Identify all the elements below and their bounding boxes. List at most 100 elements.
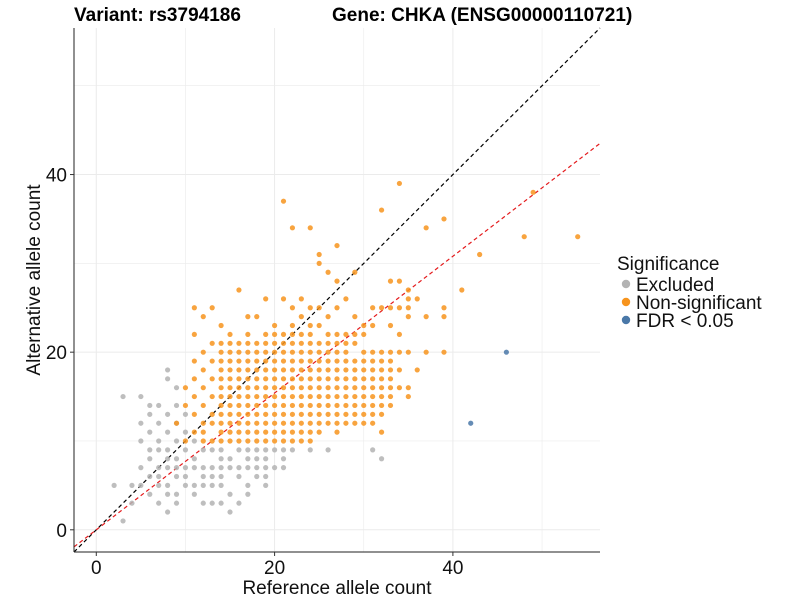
- point-non-significant: [334, 385, 340, 391]
- point-excluded: [209, 500, 215, 506]
- point-non-significant: [396, 385, 403, 391]
- point-non-significant: [343, 411, 349, 417]
- point-non-significant: [263, 358, 269, 364]
- point-non-significant: [263, 402, 269, 409]
- point-non-significant: [343, 393, 349, 400]
- point-non-significant: [405, 287, 411, 293]
- point-excluded: [156, 500, 162, 506]
- point-non-significant: [289, 429, 296, 435]
- point-non-significant: [387, 278, 394, 284]
- reference-line-identity: [73, 27, 601, 553]
- point-excluded: [165, 376, 171, 382]
- point-non-significant: [387, 322, 394, 329]
- point-non-significant: [405, 314, 411, 320]
- point-non-significant: [263, 393, 269, 400]
- point-non-significant: [378, 358, 385, 364]
- point-excluded: [200, 465, 206, 471]
- point-excluded: [147, 473, 153, 480]
- point-non-significant: [316, 322, 322, 329]
- point-non-significant: [218, 402, 224, 409]
- point-non-significant: [396, 331, 403, 338]
- point-non-significant: [378, 411, 385, 417]
- point-non-significant: [370, 305, 376, 311]
- point-non-significant: [173, 420, 180, 426]
- point-non-significant: [227, 376, 233, 382]
- point-non-significant: [298, 402, 304, 409]
- point-excluded: [236, 473, 242, 480]
- point-non-significant: [370, 376, 376, 382]
- point-non-significant: [200, 385, 206, 391]
- point-excluded: [218, 473, 224, 480]
- point-non-significant: [396, 180, 403, 187]
- point-non-significant: [352, 393, 358, 400]
- point-non-significant: [263, 340, 269, 346]
- point-non-significant: [200, 402, 206, 409]
- point-non-significant: [280, 402, 287, 409]
- point-excluded: [227, 465, 233, 471]
- point-excluded: [165, 456, 171, 462]
- point-excluded: [200, 473, 206, 480]
- point-excluded: [165, 411, 171, 417]
- point-excluded: [236, 500, 242, 506]
- point-non-significant: [370, 322, 376, 329]
- point-non-significant: [209, 305, 215, 311]
- point-excluded: [120, 393, 126, 400]
- point-non-significant: [280, 331, 287, 338]
- point-excluded: [165, 465, 171, 471]
- point-non-significant: [352, 269, 358, 275]
- point-non-significant: [209, 358, 215, 364]
- point-non-significant: [316, 376, 322, 382]
- legend-swatch: [621, 315, 631, 325]
- point-non-significant: [423, 349, 429, 355]
- point-non-significant: [387, 305, 394, 311]
- point-excluded: [271, 465, 278, 471]
- point-excluded: [236, 465, 242, 471]
- point-non-significant: [352, 411, 358, 417]
- point-non-significant: [271, 402, 278, 409]
- point-non-significant: [289, 305, 296, 311]
- point-non-significant: [378, 349, 385, 355]
- point-non-significant: [307, 376, 313, 382]
- point-non-significant: [307, 393, 313, 400]
- point-non-significant: [236, 438, 242, 444]
- point-excluded: [173, 385, 180, 391]
- point-non-significant: [316, 411, 322, 417]
- point-non-significant: [227, 429, 233, 435]
- point-non-significant: [245, 331, 251, 338]
- point-non-significant: [352, 314, 358, 320]
- point-non-significant: [218, 411, 224, 417]
- point-non-significant: [236, 287, 242, 293]
- point-non-significant: [361, 322, 367, 329]
- point-non-significant: [191, 358, 197, 364]
- point-non-significant: [352, 402, 358, 409]
- point-non-significant: [441, 349, 447, 355]
- point-non-significant: [423, 225, 429, 231]
- point-excluded: [263, 447, 269, 453]
- point-excluded: [370, 447, 376, 453]
- point-non-significant: [263, 385, 269, 391]
- point-non-significant: [263, 420, 269, 426]
- point-non-significant: [361, 402, 367, 409]
- x-axis-title: Reference allele count: [242, 578, 432, 599]
- point-excluded: [209, 473, 215, 480]
- point-non-significant: [405, 305, 411, 311]
- point-non-significant: [334, 242, 340, 249]
- point-excluded: [156, 447, 162, 453]
- point-non-significant: [343, 385, 349, 391]
- y-tick-label: 40: [46, 166, 67, 187]
- point-non-significant: [343, 340, 349, 346]
- point-excluded: [209, 447, 215, 453]
- point-non-significant: [387, 376, 394, 382]
- point-non-significant: [378, 207, 385, 213]
- point-non-significant: [307, 358, 313, 364]
- point-non-significant: [236, 385, 242, 391]
- point-non-significant: [280, 393, 287, 400]
- point-excluded: [245, 447, 251, 453]
- point-non-significant: [298, 376, 304, 382]
- point-excluded: [254, 456, 260, 462]
- point-non-significant: [289, 225, 296, 231]
- point-excluded: [227, 456, 233, 462]
- point-non-significant: [343, 402, 349, 409]
- point-non-significant: [307, 420, 313, 426]
- point-non-significant: [271, 376, 278, 382]
